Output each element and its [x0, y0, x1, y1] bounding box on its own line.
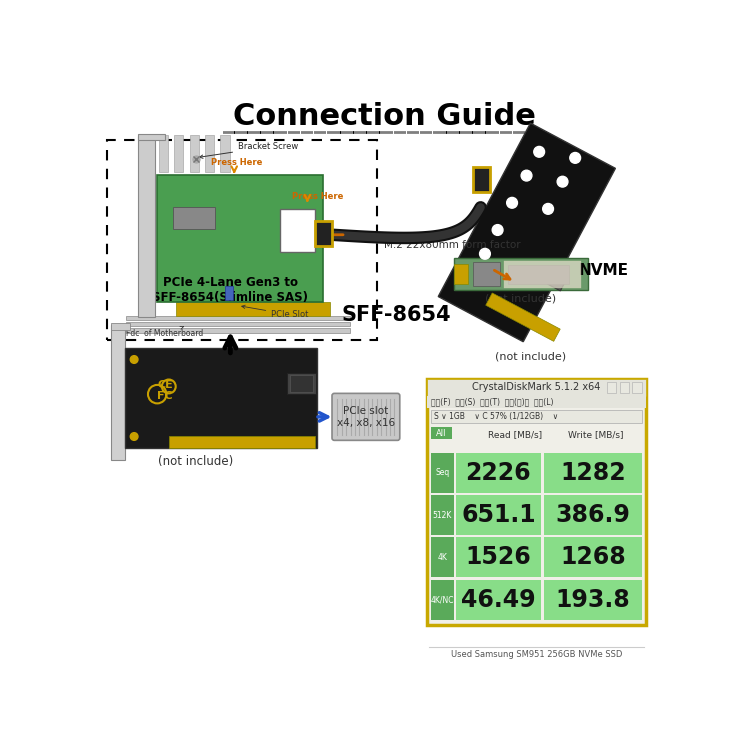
Polygon shape	[486, 293, 560, 341]
Bar	[127, 316, 350, 320]
Bar	[456, 453, 541, 493]
Circle shape	[479, 248, 490, 259]
Text: Write [MB/s]: Write [MB/s]	[568, 430, 624, 439]
Text: 651.1: 651.1	[461, 503, 536, 527]
Bar	[225, 286, 232, 300]
Bar	[430, 495, 454, 535]
Bar	[427, 396, 646, 408]
Text: All: All	[436, 428, 446, 437]
Bar	[454, 264, 467, 284]
FancyBboxPatch shape	[332, 394, 400, 440]
Text: Press Here: Press Here	[292, 192, 344, 201]
Bar	[430, 410, 642, 424]
Text: 4K: 4K	[437, 553, 447, 562]
Text: 1526: 1526	[466, 545, 531, 569]
Text: 386.9: 386.9	[556, 503, 631, 527]
Bar	[125, 348, 317, 448]
FancyBboxPatch shape	[473, 167, 490, 192]
Text: (not include): (not include)	[495, 352, 566, 362]
Circle shape	[543, 203, 554, 214]
Bar	[456, 495, 541, 535]
Text: PCIe Slot: PCIe Slot	[242, 305, 308, 320]
Bar	[456, 580, 541, 620]
Text: 46.49: 46.49	[461, 588, 536, 612]
Bar	[508, 265, 569, 284]
Text: CE
FC: CE FC	[157, 380, 172, 401]
Bar	[159, 136, 168, 172]
Circle shape	[507, 197, 518, 208]
Text: PCIe 4-Lane Gen3 to
SFF-8654(Slimline SAS): PCIe 4-Lane Gen3 to SFF-8654(Slimline SA…	[152, 276, 308, 304]
Text: M.2 22x80mm form factor: M.2 22x80mm form factor	[384, 240, 521, 250]
Bar	[127, 328, 350, 332]
Bar	[158, 175, 322, 302]
FancyBboxPatch shape	[315, 221, 332, 245]
Circle shape	[492, 224, 503, 236]
Bar	[111, 322, 130, 330]
Text: CrystalDiskMark 5.1.2 x64: CrystalDiskMark 5.1.2 x64	[472, 382, 601, 392]
Bar	[607, 382, 616, 392]
Bar	[544, 580, 642, 620]
Text: Read [MB/s]: Read [MB/s]	[488, 430, 542, 439]
Bar	[169, 436, 315, 448]
Text: NVME: NVME	[579, 262, 628, 278]
Bar	[430, 537, 454, 578]
Bar	[280, 209, 315, 252]
Bar	[430, 453, 454, 493]
Bar	[176, 302, 331, 316]
Bar	[473, 262, 500, 286]
Text: S ∨ 1GB    ∨ C 57% (1/12GB)    ∨: S ∨ 1GB ∨ C 57% (1/12GB) ∨	[434, 412, 559, 421]
Text: (not include): (not include)	[158, 455, 233, 468]
Text: 操作(F)  设置(S)  帮助(T)  内容(公)例  语言(L): 操作(F) 设置(S) 帮助(T) 内容(公)例 语言(L)	[430, 398, 553, 406]
Bar	[107, 140, 376, 340]
Bar	[430, 427, 452, 439]
Circle shape	[521, 170, 532, 181]
Bar	[544, 537, 642, 578]
Bar	[174, 136, 184, 172]
Polygon shape	[438, 123, 616, 342]
Text: Used Samsung SM951 256GB NVMe SSD: Used Samsung SM951 256GB NVMe SSD	[451, 650, 622, 659]
Bar	[544, 495, 642, 535]
Bar	[544, 453, 642, 493]
Bar	[456, 537, 541, 578]
Bar	[138, 136, 155, 317]
Polygon shape	[540, 266, 568, 291]
Text: Seq: Seq	[435, 468, 449, 477]
Text: 512K: 512K	[433, 511, 451, 520]
Bar	[172, 207, 215, 229]
Bar	[286, 373, 316, 394]
Bar	[427, 379, 646, 396]
Text: 1268: 1268	[560, 545, 626, 569]
Circle shape	[534, 146, 544, 158]
Bar	[632, 382, 641, 392]
Bar	[190, 136, 199, 172]
Bar	[205, 136, 214, 172]
Text: (not include): (not include)	[485, 294, 556, 304]
Bar	[427, 379, 646, 626]
Text: Connection Guide: Connection Guide	[233, 103, 536, 131]
Bar	[111, 325, 125, 460]
Circle shape	[130, 356, 138, 363]
Text: 4K/NC: 4K/NC	[430, 596, 454, 604]
Text: 2226: 2226	[466, 460, 531, 484]
Text: Press Here: Press Here	[211, 158, 262, 166]
Bar	[138, 134, 165, 140]
Text: SFF-8654: SFF-8654	[341, 305, 451, 325]
Bar	[454, 258, 589, 290]
Bar	[290, 375, 313, 392]
Bar	[504, 261, 580, 288]
Bar	[430, 580, 454, 620]
Bar	[127, 322, 350, 326]
Circle shape	[570, 152, 580, 164]
Bar	[220, 136, 230, 172]
Text: 193.8: 193.8	[556, 588, 631, 612]
Text: Bracket Screw: Bracket Screw	[200, 142, 298, 158]
Text: 1282: 1282	[560, 460, 626, 484]
Text: Fdc  of Motherboard: Fdc of Motherboard	[127, 326, 204, 338]
Bar	[620, 382, 629, 392]
Circle shape	[557, 176, 568, 187]
Text: PCIe slot
x4, x8, x16: PCIe slot x4, x8, x16	[337, 406, 395, 427]
Circle shape	[130, 433, 138, 440]
